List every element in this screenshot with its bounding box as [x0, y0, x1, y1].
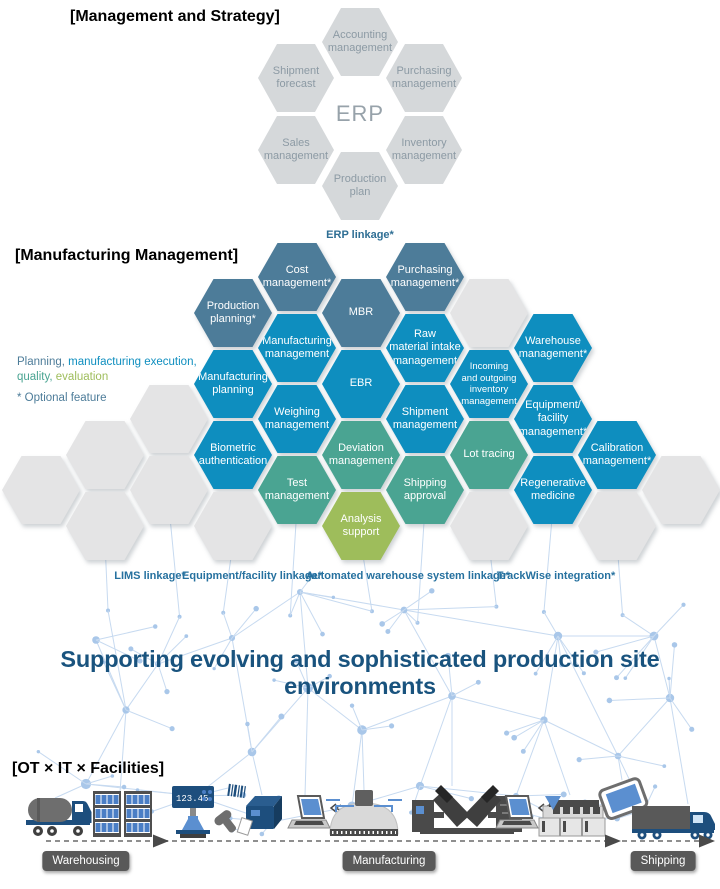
flow-arrow: [605, 834, 621, 848]
legend-term-planning: Planning,: [17, 356, 65, 368]
tanker-truck-icon: [26, 798, 92, 836]
erp-linkage-label: ERP linkage*: [326, 229, 394, 241]
box-truck-icon: [632, 806, 715, 840]
digital-scale-icon: 123.45: [172, 786, 214, 838]
flow-arrow: [699, 834, 715, 848]
headline: Supporting evolving and sophisticated pr…: [60, 646, 660, 699]
section-title-ot-it-facilities: [OT × IT × Facilities]: [12, 760, 165, 777]
erp-center-label: ERP: [335, 101, 385, 126]
flow-arrow: [153, 834, 169, 848]
flow-line: [46, 834, 715, 848]
optional-feature-note: * Optional feature: [17, 392, 107, 404]
barcode-scanner-icon: [214, 783, 246, 833]
section-title-management-strategy: [Management and Strategy]: [70, 8, 280, 25]
legend-line-2: quality, evaluation: [17, 370, 197, 385]
legend-line-1: Planning, manufacturing execution,: [17, 355, 197, 370]
laptop-icon: [287, 795, 342, 829]
scale-display: 123.45: [176, 794, 208, 804]
legend-term-quality: quality,: [17, 371, 53, 383]
section-title-manufacturing-management: [Manufacturing Management]: [15, 247, 239, 264]
warehouse-boxes: [95, 795, 150, 832]
process-vessel-icon: [326, 790, 402, 836]
legend-term-evaluation: evaluation: [52, 371, 109, 383]
filling-machine-icon: [538, 796, 606, 837]
process-icons: 123.45: [26, 777, 715, 840]
label-printer-icon: [236, 796, 282, 836]
legend-term-execution: manufacturing execution,: [64, 356, 197, 368]
legend: Planning, manufacturing execution, quali…: [17, 355, 197, 406]
